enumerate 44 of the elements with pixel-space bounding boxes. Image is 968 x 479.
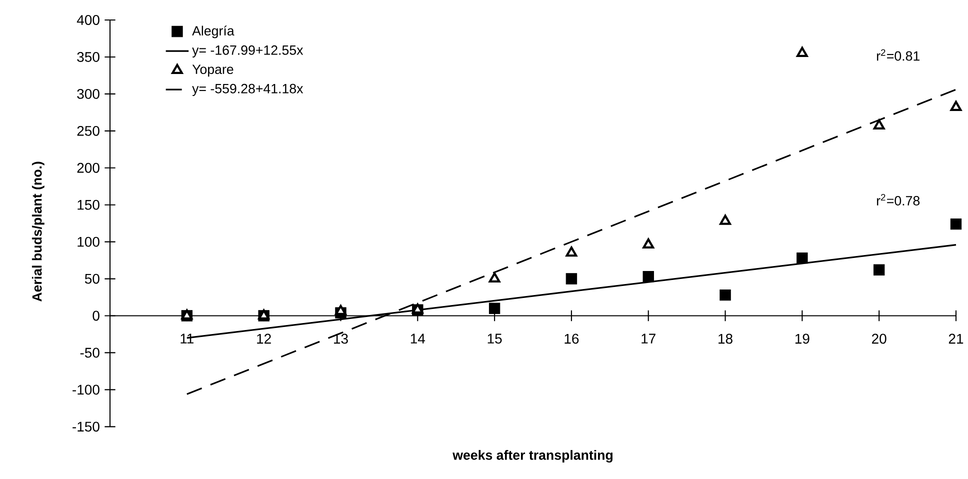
point [488, 272, 500, 283]
y-tick-label: -50 [80, 348, 100, 358]
point [642, 271, 654, 282]
y-tick-label: 400 [76, 15, 100, 26]
y-tick-label: -100 [72, 384, 100, 395]
point [796, 47, 808, 58]
point [950, 218, 962, 230]
x-tick-label: 15 [488, 334, 502, 344]
annotation: r$^{2}$=0.78 [876, 194, 920, 206]
y-tick-label: 100 [78, 237, 100, 247]
x-tick-label: 16 [564, 334, 579, 344]
point [566, 246, 578, 257]
point [873, 264, 885, 276]
point [720, 214, 731, 226]
point [335, 305, 346, 316]
point [642, 238, 654, 249]
x-tick-label: 19 [795, 334, 810, 344]
point [488, 302, 500, 314]
x-tick-label: 20 [872, 334, 886, 344]
point [720, 290, 731, 301]
x-tick-label: 18 [718, 334, 732, 344]
y-tick-label: 350 [77, 52, 100, 62]
x-tick-label: 21 [948, 334, 964, 344]
legend-label: y= -167.99+12.55x [192, 46, 304, 58]
legend-label: Yopare [192, 64, 234, 77]
x-tick-label: 17 [642, 334, 656, 344]
y-tick-label: 50 [84, 274, 100, 284]
x-tick-label: 14 [410, 334, 425, 344]
legend-label: Alegría [192, 26, 234, 38]
x-tick-label: 11 [180, 334, 194, 344]
y-tick-label: 0 [92, 310, 100, 321]
y-axis-title: Aerial buds/plant (no.) [32, 162, 44, 302]
point [873, 120, 885, 130]
y-tick-label: 200 [77, 163, 100, 174]
y-tick-label: 250 [77, 126, 100, 136]
annotation: r$^{2}$=0.81 [876, 49, 920, 61]
y-tick-label: 300 [77, 89, 100, 100]
y-tick-label: -150 [72, 422, 100, 432]
legend-label: y= -559.28+41.18x [192, 84, 304, 96]
y-tick-label: 150 [78, 200, 100, 210]
x-tick-label: 12 [257, 334, 271, 344]
x-axis-title: weeks after transplanting [452, 450, 612, 463]
point [796, 252, 808, 264]
point [566, 273, 578, 285]
